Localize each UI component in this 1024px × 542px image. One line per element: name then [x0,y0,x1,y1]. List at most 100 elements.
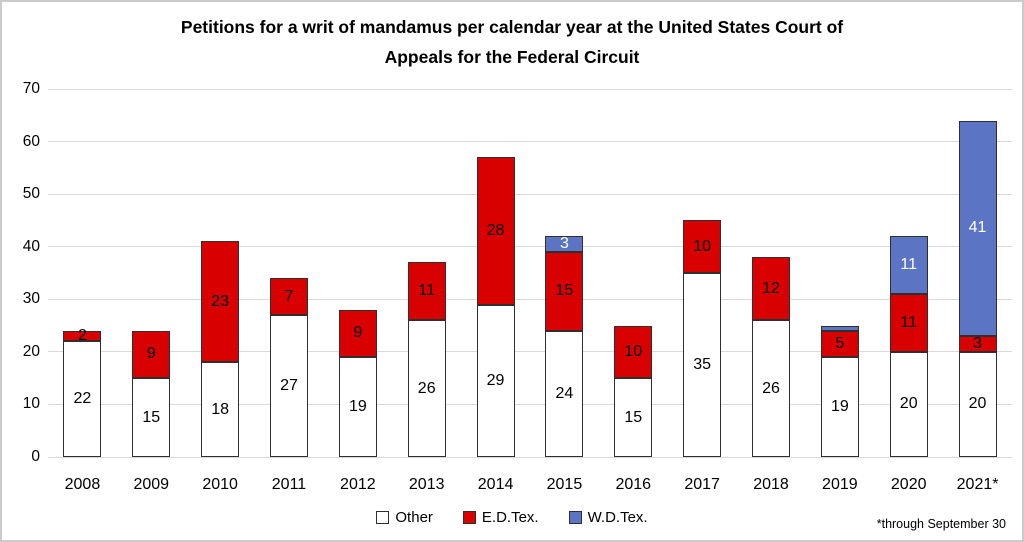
bar-value-label: 26 [417,379,436,397]
x-axis-label-2009: 2009 [133,476,170,493]
bar-segment-other-2018: 26 [752,320,790,457]
bar-value-label: 20 [968,395,987,413]
bar-segment-other-2009: 15 [132,378,171,457]
bar-segment-edtex-2021: 3 [958,334,997,352]
bar-value-label: 27 [280,377,298,395]
bar-segment-edtex-2008: 2 [63,327,102,344]
gridline-y-50 [48,193,1012,195]
bar-segment-other-2020: 20 [889,351,928,457]
x-axis-label-2017: 2017 [684,476,720,493]
bar-segment-edtex-2018: 12 [752,257,790,321]
bar-segment-other-2011: 27 [270,315,308,457]
bar-value-label: 15 [624,408,643,426]
y-axis-tick-label: 40 [22,237,40,255]
bar-value-label: 9 [353,324,363,342]
bar-value-label: 11 [900,256,917,274]
bar-segment-edtex-2016: 10 [614,325,653,379]
gridline-y-30 [48,298,1012,300]
bar-value-label: 22 [73,390,92,408]
x-axis-label-2010: 2010 [202,476,238,493]
bar-value-label: 24 [555,384,574,402]
bar-segment-edtex-2009: 9 [132,330,171,379]
bar-value-label: 35 [693,356,712,373]
bar-segment-other-2017: 35 [683,273,722,457]
gridline-y-0 [48,456,1012,458]
bar-segment-edtex-2019: 5 [820,330,859,358]
gridline-y-20 [48,351,1012,353]
legend-item-edtex: E.D.Tex. [462,508,539,526]
legend-label-wdtex: W.D.Tex. [587,508,648,526]
x-axis-label-2020: 2020 [890,476,927,493]
x-axis-label-2016: 2016 [615,476,652,493]
bar-value-label: 3 [559,235,569,253]
bar-value-label: 19 [830,398,849,416]
bar-value-label: 26 [762,379,780,397]
bar-value-label: 28 [486,221,505,239]
y-axis-tick-label: 50 [22,185,40,203]
bar-value-label: 41 [968,219,987,237]
gridline-y-70 [48,88,1012,90]
x-axis-label-2008: 2008 [64,476,101,493]
footnote: *through September 30 [876,517,1006,531]
bar-segment-other-2016: 15 [614,378,653,457]
y-axis-tick-label: 20 [22,342,40,360]
legend-item-wdtex: W.D.Tex. [568,508,648,526]
bar-value-label: 11 [900,313,917,331]
bar-value-label: 7 [284,287,294,305]
gridline-y-10 [48,403,1012,405]
bar-segment-other-2019: 19 [820,357,859,457]
x-axis-label-2019: 2019 [822,476,858,493]
bar-value-label: 23 [211,292,230,310]
bar-value-label: 11 [418,282,435,300]
x-axis-label-2021: 2021* [956,476,999,493]
bar-segment-wdtex-2015: 3 [545,235,584,253]
chart-title: Petitions for a writ of mandamus per cal… [2,12,1022,72]
bar-value-label: 29 [486,371,505,389]
bar-segment-wdtex-2021: 41 [958,120,997,337]
x-axis-label-2014: 2014 [477,476,514,493]
legend-item-other: Other [376,509,433,526]
bar-segment-edtex-2010: 23 [201,241,240,363]
bar-segment-other-2008: 22 [63,341,102,457]
chart-title-line2: Appeals for the Federal Circuit [384,47,640,67]
bar-segment-edtex-2012: 9 [338,309,377,358]
bar-value-label: 5 [835,334,845,352]
bar-segment-edtex-2013: 11 [407,262,446,321]
bar-segment-wdtex-2019 [820,325,859,331]
x-axis-label-2015: 2015 [546,476,583,493]
bar-segment-wdtex-2020: 11 [889,236,928,295]
x-axis-label-2011: 2011 [271,476,307,493]
chart-title-line1: Petitions for a writ of mandamus per cal… [180,17,844,37]
bar-segment-other-2013: 26 [407,320,446,457]
y-axis-tick-label: 0 [31,448,40,465]
bar-value-label: 2 [77,327,87,345]
bar-value-label: 20 [899,395,918,413]
bar-value-label: 12 [762,279,780,297]
bar-segment-edtex-2015: 15 [545,251,584,331]
y-axis-tick-label: 70 [22,80,40,97]
bar-value-label: 19 [348,398,367,416]
legend-swatch-wdtex-icon [568,510,582,524]
bar-value-label: 18 [211,400,230,418]
bar-segment-edtex-2011: 7 [270,278,308,316]
bar-value-label: 3 [973,334,983,352]
legend-label-other: Other [395,508,433,526]
bar-value-label: 10 [624,342,643,360]
bar-segment-other-2010: 18 [201,362,240,457]
bar-segment-other-2014: 29 [476,304,515,457]
bar-value-label: 10 [693,237,712,255]
legend-label-edtex: E.D.Tex. [481,508,539,526]
y-axis-tick-label: 60 [22,132,40,150]
y-axis-tick-label: 10 [22,395,40,413]
y-axis-tick-label: 30 [22,290,40,308]
x-axis-label-2012: 2012 [340,476,376,493]
legend-swatch-other-icon [376,510,390,524]
bar-value-label: 15 [142,408,161,426]
bar-value-label: 15 [555,282,574,300]
legend: Other E.D.Tex. W.D.Tex. [2,506,1022,528]
bar-segment-other-2015: 24 [545,330,584,457]
bar-segment-other-2012: 19 [338,357,377,457]
bar-segment-other-2021: 20 [958,351,997,457]
bar-value-label: 9 [146,345,156,363]
